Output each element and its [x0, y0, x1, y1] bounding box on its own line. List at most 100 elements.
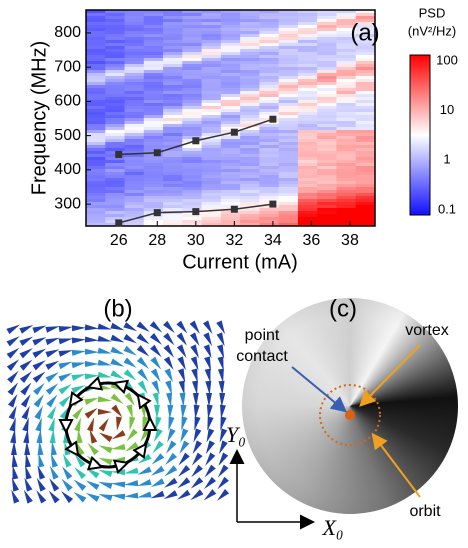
field-arrow — [150, 344, 162, 358]
heatmap-cell — [105, 178, 126, 182]
heatmap-cell — [220, 46, 241, 50]
heatmap-cell — [240, 49, 260, 53]
heatmap-cell — [182, 70, 203, 74]
heatmap-cell — [86, 106, 106, 110]
heatmap-cell — [143, 13, 164, 17]
heatmap-cell — [143, 10, 164, 14]
field-arrow — [190, 477, 204, 489]
heatmap-cell — [317, 172, 337, 176]
heatmap-cell — [201, 19, 222, 23]
heatmap-cell — [86, 79, 106, 83]
orbit-arrow — [64, 440, 80, 458]
heatmap-cell — [220, 13, 241, 17]
heatmap-cell — [105, 46, 126, 50]
heatmap-cell — [355, 97, 376, 101]
heatmap-cell — [201, 28, 222, 32]
heatmap-cell — [259, 208, 280, 212]
heatmap-cell — [105, 91, 126, 95]
heatmap-cell — [124, 16, 145, 20]
heatmap-cell — [163, 13, 183, 17]
heatmap-cell — [105, 112, 126, 116]
heatmap-cell — [201, 157, 222, 161]
heatmap-cell — [317, 223, 337, 227]
heatmap-cell — [336, 175, 357, 179]
field-arrow — [150, 356, 162, 370]
heatmap-cell — [317, 64, 337, 68]
heatmap-cell — [278, 148, 299, 152]
heatmap-cell — [297, 19, 318, 23]
heatmap-cell — [143, 40, 164, 44]
heatmap-cell — [240, 70, 260, 74]
heatmap-cell — [240, 55, 260, 59]
heatmap-cell — [182, 160, 203, 164]
heatmap-cell — [336, 97, 357, 101]
heatmap-cell — [297, 94, 318, 98]
field-arrow — [218, 440, 228, 455]
heatmap-cell — [163, 118, 183, 122]
heatmap-cell — [297, 67, 318, 71]
field-arrow — [220, 416, 227, 431]
heatmap-cell — [201, 193, 222, 197]
colorbar — [409, 54, 431, 216]
heatmap-cell — [336, 193, 357, 197]
heatmap-cell — [278, 214, 299, 218]
heatmap-cell — [124, 106, 145, 110]
heatmap-cell — [201, 151, 222, 155]
heatmap-cell — [336, 157, 357, 161]
heatmap-cell — [336, 37, 357, 41]
heatmap-cell — [336, 55, 357, 59]
heatmap-cell — [297, 190, 318, 194]
heatmap-cell — [105, 157, 126, 161]
heatmap-cell — [278, 22, 299, 26]
heatmap-cell — [259, 40, 280, 44]
heatmap-cell — [355, 61, 376, 65]
heatmap-cell — [240, 139, 260, 143]
heatmap-cell — [124, 112, 145, 116]
heatmap-cell — [317, 37, 337, 41]
field-arrow — [216, 332, 225, 347]
heatmap-cell — [355, 34, 376, 38]
heatmap-cell — [317, 97, 337, 101]
heatmap-cell — [259, 49, 280, 53]
field-arrow — [129, 416, 136, 431]
heatmap-cell — [259, 151, 280, 155]
field-arrow — [36, 490, 47, 504]
field-arrow — [45, 337, 60, 346]
field-arrow — [140, 404, 147, 419]
heatmap-cell — [278, 151, 299, 155]
heatmap-cell — [240, 10, 260, 14]
heatmap-cell — [240, 73, 260, 77]
heatmap-cell — [336, 205, 357, 209]
heatmap-cell — [201, 211, 222, 215]
y-tick-label: 700 — [54, 58, 81, 75]
heatmap-cell — [317, 61, 337, 65]
heatmap-cell — [143, 220, 164, 224]
field-arrow — [203, 332, 213, 347]
heatmap-cell — [278, 76, 299, 80]
heatmap-cell — [336, 82, 357, 86]
heatmap-cell — [355, 25, 376, 29]
heatmap-cell — [163, 40, 183, 44]
heatmap-cell — [240, 79, 260, 83]
heatmap-cell — [105, 214, 126, 218]
heatmap-cell — [259, 22, 280, 26]
heatmap-cell — [143, 79, 164, 83]
field-arrow — [191, 464, 203, 478]
heatmap-cell — [143, 193, 164, 197]
orbit-arrow — [142, 415, 158, 431]
heatmap-cell — [355, 169, 376, 173]
heatmap-cell — [105, 100, 126, 104]
heatmap-cell — [336, 187, 357, 191]
heatmap-cell — [259, 196, 280, 200]
heatmap-cell — [105, 40, 126, 44]
field-arrow — [21, 405, 30, 420]
field-arrow — [97, 371, 112, 378]
heatmap-cell — [163, 22, 183, 26]
field-arrow — [151, 380, 160, 395]
heatmap-cell — [317, 103, 337, 107]
heatmap-cell — [240, 214, 260, 218]
field-arrow — [218, 380, 225, 395]
heatmap-cell — [317, 13, 337, 17]
heatmap-cell — [105, 130, 126, 134]
heatmap-cell — [143, 202, 164, 206]
